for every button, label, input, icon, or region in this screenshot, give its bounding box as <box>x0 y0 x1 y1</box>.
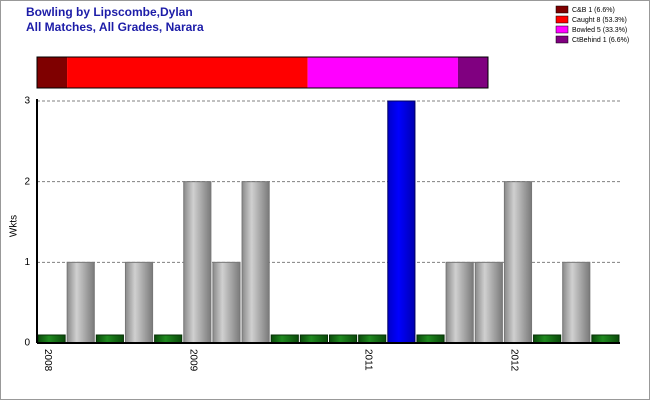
legend-label: Caught 8 (53.3%) <box>572 17 627 24</box>
bar <box>533 334 562 344</box>
x-tick-label: 2012 <box>508 349 519 372</box>
x-tick-label: 2008 <box>42 349 53 372</box>
proportion-segment <box>307 57 458 88</box>
bar <box>66 261 95 344</box>
y-axis-label: Wkts <box>9 215 20 237</box>
bar <box>329 334 358 344</box>
bar <box>95 334 124 344</box>
legend-label: C&B 1 (6.6%) <box>572 7 615 14</box>
bar <box>445 261 474 344</box>
bar <box>299 334 329 344</box>
bar <box>562 261 591 344</box>
bar <box>270 334 299 344</box>
proportion-segment <box>67 57 308 88</box>
legend-swatch <box>555 5 569 14</box>
legend-swatch <box>555 25 569 34</box>
y-tick-label: 2 <box>24 176 30 187</box>
bar <box>387 100 416 344</box>
bar <box>212 261 241 344</box>
x-tick-label: 2011 <box>363 349 374 371</box>
y-tick-label: 3 <box>24 96 30 107</box>
legend-label: CtBehind 1 (6.6%) <box>572 37 629 44</box>
legend-label: Bowled 5 (33.3%) <box>572 27 627 34</box>
y-tick-label: 1 <box>24 257 30 268</box>
bar <box>154 334 183 344</box>
bar <box>474 261 503 344</box>
bar <box>503 181 533 344</box>
legend-swatch <box>555 35 569 44</box>
bar <box>416 334 445 344</box>
bar <box>241 181 270 344</box>
chart-subtitle: All Matches, All Grades, Narara <box>26 20 204 34</box>
legend-swatch <box>555 15 569 24</box>
bar <box>358 334 387 344</box>
proportion-segment <box>457 57 488 88</box>
bar <box>37 334 66 344</box>
bar <box>183 181 212 344</box>
legend-box <box>555 4 641 47</box>
bar <box>124 261 154 344</box>
bar <box>591 334 620 344</box>
x-tick-label: 2009 <box>188 349 199 372</box>
chart-title: Bowling by Lipscombe,Dylan <box>26 5 193 19</box>
proportion-segment <box>37 57 68 88</box>
proportion-bar-outline <box>36 56 489 89</box>
y-tick-label: 0 <box>24 338 30 349</box>
